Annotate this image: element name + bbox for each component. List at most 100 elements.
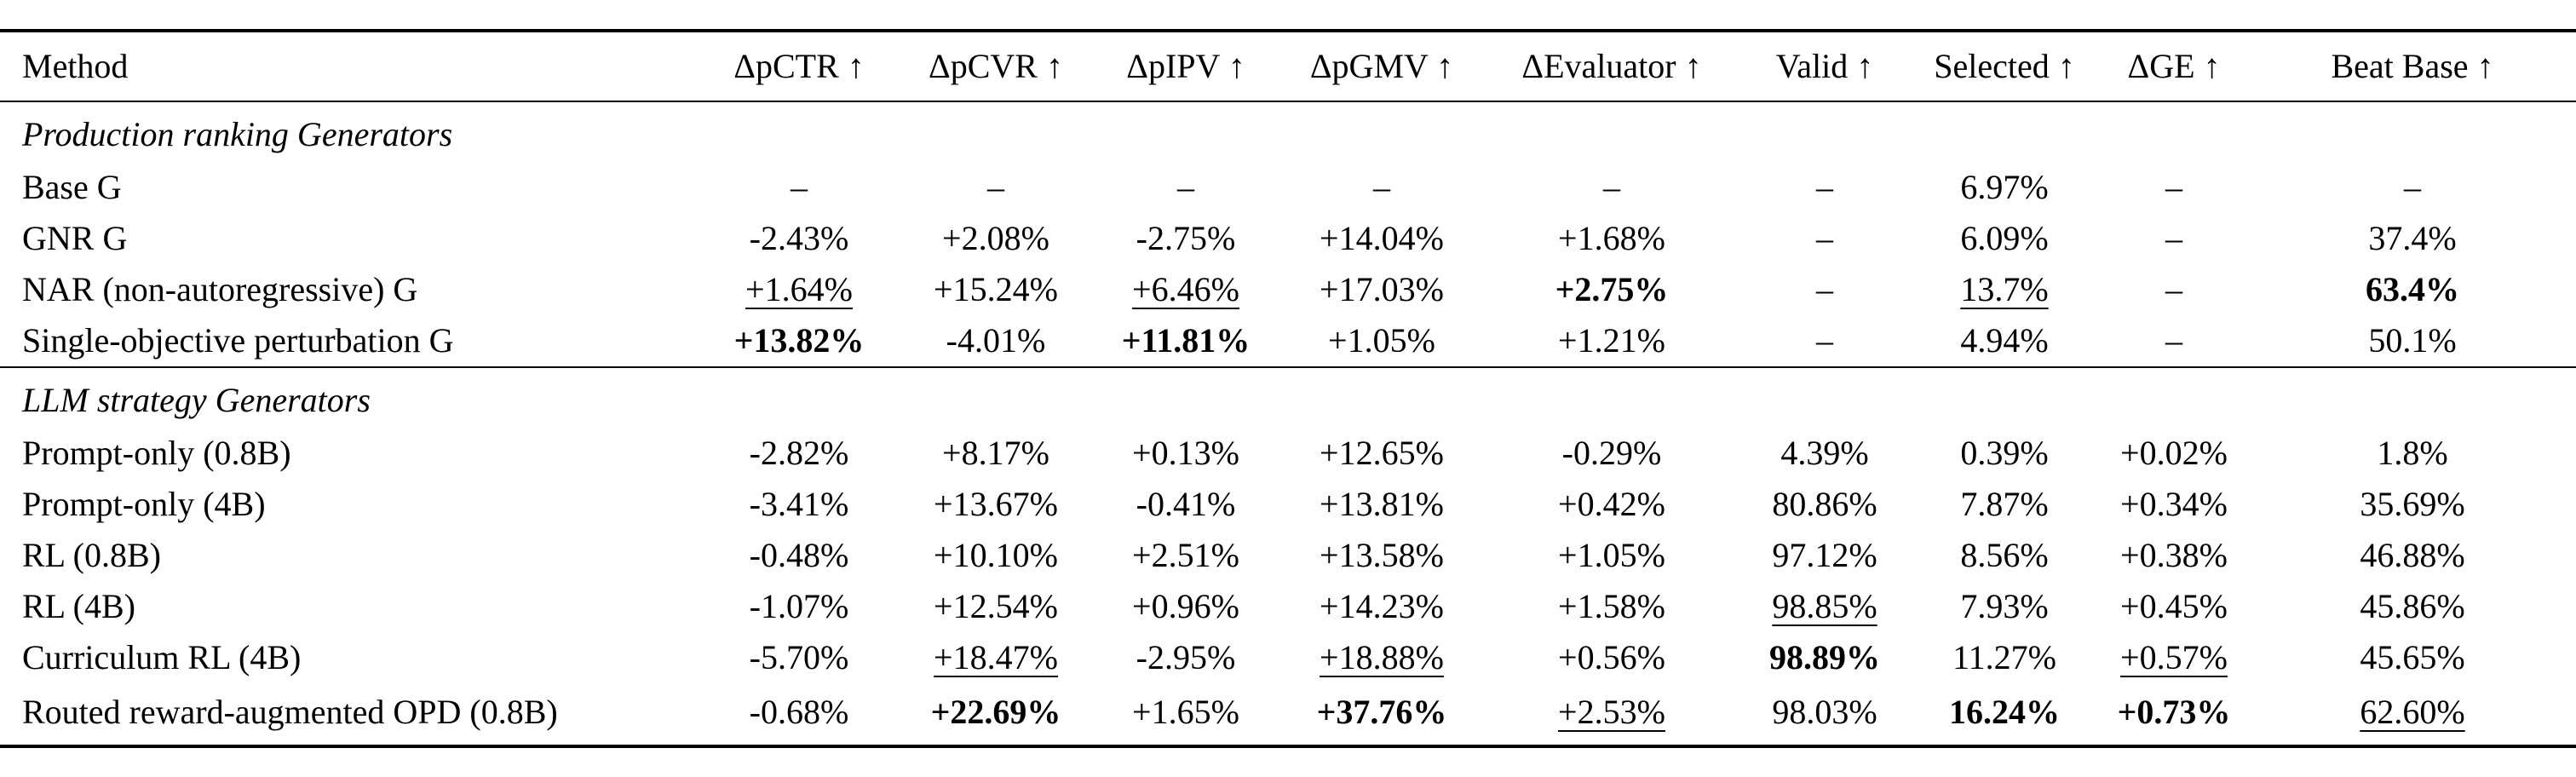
cell-value: – xyxy=(1816,168,1833,206)
cell-value: +1.65% xyxy=(1132,693,1239,731)
cell-value: 7.87% xyxy=(1960,485,2049,523)
section-header-row: Production ranking Generators xyxy=(0,101,2576,162)
method-name-cell: Routed reward-augmented OPD (0.8B) xyxy=(0,683,699,748)
cell-value: +0.38% xyxy=(2120,536,2228,574)
table-row: Routed reward-augmented OPD (0.8B) -0.68%… xyxy=(0,683,2576,748)
cell-value: 8.56% xyxy=(1960,536,2049,574)
cell-delta-pipv: +6.46% xyxy=(1092,264,1279,315)
cell-delta-evaluator: – xyxy=(1484,162,1739,213)
cell-selected: 7.93% xyxy=(1910,581,2099,632)
cell-value: +2.51% xyxy=(1132,536,1239,574)
cell-delta-pgmv: +17.03% xyxy=(1279,264,1484,315)
cell-value: 37.4% xyxy=(2368,219,2457,257)
cell-value: +0.13% xyxy=(1132,434,1239,472)
cell-value: +13.58% xyxy=(1320,536,1444,574)
cell-delta-pgmv: +13.81% xyxy=(1279,479,1484,530)
cell-value: +22.69% xyxy=(930,693,1061,731)
cell-value: 98.85% xyxy=(1772,587,1877,625)
cell-value: 4.94% xyxy=(1960,321,2049,360)
cell-beat-base: 63.4% xyxy=(2249,264,2576,315)
method-name-cell: GNR G xyxy=(22,219,128,257)
cell-value: 0.39% xyxy=(1960,434,2049,472)
cell-delta-pctr: -2.43% xyxy=(699,213,900,264)
cell-value: 11.27% xyxy=(1952,638,2056,676)
cell-value: +12.54% xyxy=(934,587,1058,625)
cell-delta-pcvr: – xyxy=(900,162,1092,213)
cell-delta-pcvr: -4.01% xyxy=(900,315,1092,367)
cell-value: +1.68% xyxy=(1558,219,1665,257)
column-header-valid: Valid ↑ xyxy=(1775,47,1874,85)
cell-value: +37.76% xyxy=(1316,693,1447,731)
cell-value: -0.29% xyxy=(1561,434,1662,472)
method-name-cell: Prompt-only (0.8B) xyxy=(22,434,291,472)
cell-delta-pipv: +2.51% xyxy=(1092,530,1279,581)
cell-value: – xyxy=(1177,168,1194,206)
table-row: Prompt-only (0.8B) -2.82% +8.17% +0.13% +12.… xyxy=(0,428,2576,479)
cell-value: +14.23% xyxy=(1320,587,1444,625)
section-title: Production ranking Generators xyxy=(22,115,453,153)
cell-delta-ge: +0.45% xyxy=(2099,581,2249,632)
column-header-delta-evaluator: ΔEvaluator ↑ xyxy=(1521,47,1702,85)
cell-delta-pgmv: +12.65% xyxy=(1279,428,1484,479)
cell-value: +1.58% xyxy=(1558,587,1665,625)
cell-delta-pcvr: +10.10% xyxy=(900,530,1092,581)
cell-value: +15.24% xyxy=(934,270,1058,308)
cell-beat-base: 35.69% xyxy=(2249,479,2576,530)
table-row: Base G – – – – – – 6.97% – – xyxy=(0,162,2576,213)
cell-value: 13.7% xyxy=(1960,270,2049,308)
cell-value: 46.88% xyxy=(2360,536,2465,574)
table-row: Prompt-only (4B) -3.41% +13.67% -0.41% +13.8… xyxy=(0,479,2576,530)
cell-delta-pcvr: +12.54% xyxy=(900,581,1092,632)
cell-delta-evaluator: -0.29% xyxy=(1484,428,1739,479)
cell-valid: – xyxy=(1739,264,1910,315)
cell-delta-pctr: -3.41% xyxy=(699,479,900,530)
cell-valid: – xyxy=(1739,213,1910,264)
cell-delta-evaluator: +2.53% xyxy=(1484,683,1739,748)
column-header-delta-pipv: ΔpIPV ↑ xyxy=(1126,47,1245,85)
cell-value: -2.43% xyxy=(749,219,849,257)
cell-delta-pctr: +1.64% xyxy=(699,264,900,315)
cell-delta-pctr: -0.48% xyxy=(699,530,900,581)
method-name-cell: Base G xyxy=(22,168,122,206)
cell-delta-ge: – xyxy=(2099,315,2249,367)
method-name-cell: RL (0.8B) xyxy=(22,536,161,574)
cell-selected: 16.24% xyxy=(1910,683,2099,748)
cell-value: – xyxy=(987,168,1004,206)
table-row: GNR G -2.43% +2.08% -2.75% +14.04% +1.68% – 6.0… xyxy=(0,213,2576,264)
cell-delta-pctr: +13.82% xyxy=(699,315,900,367)
cell-value: 16.24% xyxy=(1949,693,2060,731)
cell-delta-ge: – xyxy=(2099,162,2249,213)
cell-value: +8.17% xyxy=(942,434,1049,472)
table-row: Curriculum RL (4B) -5.70% +18.47% -2.95% +18… xyxy=(0,632,2576,683)
cell-value: +1.21% xyxy=(1558,321,1665,360)
cell-delta-ge: – xyxy=(2099,264,2249,315)
cell-delta-pctr: -1.07% xyxy=(699,581,900,632)
cell-value: 50.1% xyxy=(2368,321,2457,360)
cell-delta-pipv: -0.41% xyxy=(1092,479,1279,530)
cell-value: 98.89% xyxy=(1769,638,1880,676)
cell-delta-evaluator: +1.21% xyxy=(1484,315,1739,367)
cell-value: 7.93% xyxy=(1960,587,2049,625)
column-header-delta-pcvr: ΔpCVR ↑ xyxy=(929,47,1063,85)
cell-value: -0.41% xyxy=(1136,485,1236,523)
cell-delta-pctr: -2.82% xyxy=(699,428,900,479)
cell-value: -5.70% xyxy=(749,638,849,676)
cell-value: +0.96% xyxy=(1132,587,1239,625)
method-name-cell: RL (4B) xyxy=(22,587,135,625)
cell-valid: 97.12% xyxy=(1739,530,1910,581)
cell-delta-ge: +0.02% xyxy=(2099,428,2249,479)
cell-delta-pgmv: +18.88% xyxy=(1279,632,1484,683)
cell-value: 4.39% xyxy=(1780,434,1869,472)
cell-value: 45.65% xyxy=(2360,638,2465,676)
cell-value: +10.10% xyxy=(934,536,1058,574)
cell-delta-ge: +0.34% xyxy=(2099,479,2249,530)
cell-value: +2.53% xyxy=(1558,693,1665,731)
table-header-row: Method ΔpCTR ↑ ΔpCVR ↑ ΔpIPV ↑ ΔpGMV ↑ Δ… xyxy=(0,31,2576,101)
cell-delta-evaluator: +1.05% xyxy=(1484,530,1739,581)
cell-delta-pgmv: +37.76% xyxy=(1279,683,1484,748)
cell-value: 1.8% xyxy=(2377,434,2448,472)
cell-value: +0.73% xyxy=(2117,693,2231,731)
cell-delta-pcvr: +13.67% xyxy=(900,479,1092,530)
cell-value: +6.46% xyxy=(1132,270,1239,308)
cell-delta-ge: +0.73% xyxy=(2099,683,2249,748)
